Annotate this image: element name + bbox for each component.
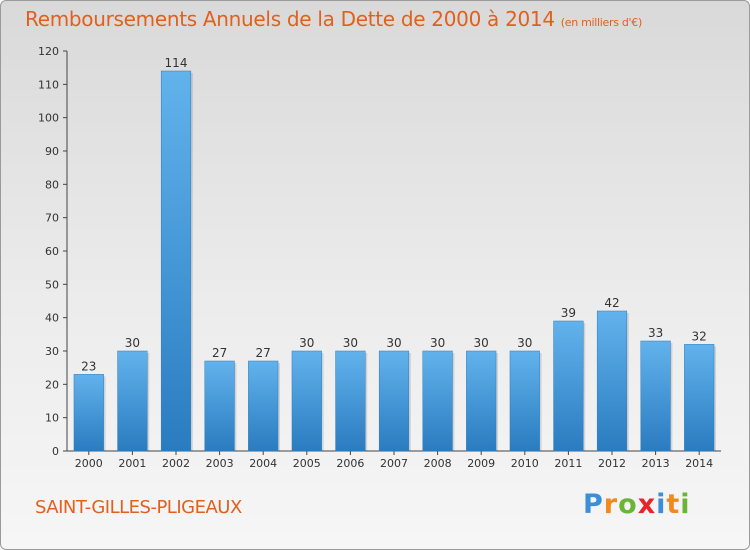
x-tick-label: 2003 — [206, 457, 234, 470]
x-tick-label: 2004 — [249, 457, 277, 470]
x-tick-label: 2013 — [642, 457, 670, 470]
logo-letter: o — [618, 489, 638, 520]
bar — [335, 350, 366, 452]
bar — [553, 320, 584, 452]
chart-subtitle: (en milliers d'€) — [560, 16, 642, 29]
logo-letter: i — [656, 489, 667, 520]
bar — [160, 70, 192, 452]
x-tick-label: 2010 — [511, 457, 539, 470]
logo-letter: P — [583, 489, 604, 520]
x-tick-label: 2000 — [75, 457, 103, 470]
bar-value-label: 23 — [81, 359, 96, 373]
y-tick-label: 60 — [45, 245, 59, 258]
bar — [291, 350, 322, 452]
y-tick-label: 50 — [45, 278, 59, 291]
y-tick-label: 90 — [45, 145, 59, 158]
bars — [73, 70, 717, 452]
bar — [640, 340, 671, 452]
x-tick-label: 2007 — [380, 457, 408, 470]
x-tick-label: 2005 — [293, 457, 321, 470]
bar — [509, 350, 540, 452]
chart-title-text: Remboursements Annuels de la Dette de 20… — [25, 7, 555, 31]
bar-value-label: 30 — [299, 336, 314, 350]
x-tick-label: 2008 — [424, 457, 452, 470]
y-tick-label: 110 — [38, 78, 59, 91]
y-tick-label: 10 — [45, 412, 59, 425]
bar-value-label: 30 — [474, 336, 489, 350]
bar-value-label: 39 — [561, 306, 576, 320]
x-tick-label: 2006 — [336, 457, 364, 470]
bar — [684, 344, 715, 452]
bar-value-label: 30 — [386, 336, 401, 350]
logo-letter: t — [666, 489, 681, 520]
y-tick-label: 80 — [45, 178, 59, 191]
y-tick-label: 70 — [45, 212, 59, 225]
x-tick-label: 2011 — [554, 457, 582, 470]
bar — [466, 350, 497, 452]
bar-value-label: 32 — [692, 329, 707, 343]
bar — [596, 310, 628, 452]
x-tick-label: 2012 — [598, 457, 626, 470]
bar — [422, 350, 453, 452]
y-tick-label: 100 — [38, 112, 59, 125]
commune-name: SAINT-GILLES-PLIGEAUX — [35, 497, 242, 518]
x-axis: 2000 2001 2002 2003 2004 2005 2006 2007 2008 2009… — [67, 450, 721, 470]
bar-value-label: 30 — [430, 336, 445, 350]
y-tick-label: 120 — [38, 45, 59, 58]
bar — [117, 350, 148, 452]
logo-letter: x — [637, 489, 657, 520]
bar-value-label: 33 — [648, 326, 663, 340]
chart-title: Remboursements Annuels de la Dette de 20… — [25, 7, 642, 31]
x-tick-label: 2009 — [467, 457, 495, 470]
bar-value-label: 30 — [517, 336, 532, 350]
bar-value-label: 27 — [256, 346, 271, 360]
x-tick-label: 2002 — [162, 457, 190, 470]
x-tick-label: 2001 — [118, 457, 146, 470]
proxiti-logo: Proxiti — [583, 489, 691, 520]
bar-value-label: 30 — [125, 336, 140, 350]
bar — [378, 350, 410, 452]
logo-letter: i — [680, 489, 691, 520]
y-tick-label: 0 — [52, 445, 59, 458]
bar-value-label: 114 — [165, 56, 188, 70]
y-axis: 0 10 20 30 40 50 60 70 80 90 100 110 120 — [38, 45, 68, 458]
y-tick-label: 30 — [45, 345, 59, 358]
x-tick-label: 2014 — [685, 457, 713, 470]
y-tick-label: 20 — [45, 378, 59, 391]
value-labels: 23 30 114 27 27 30 30 30 30 30 30 39 42 33 32 — [81, 56, 707, 373]
bar-value-label: 42 — [604, 296, 619, 310]
bar — [248, 360, 279, 452]
bar-value-label: 27 — [212, 346, 227, 360]
bar — [73, 374, 104, 452]
y-tick-label: 40 — [45, 312, 59, 325]
logo-letter: r — [603, 489, 619, 520]
bar-value-label: 30 — [343, 336, 358, 350]
bar — [204, 360, 235, 452]
